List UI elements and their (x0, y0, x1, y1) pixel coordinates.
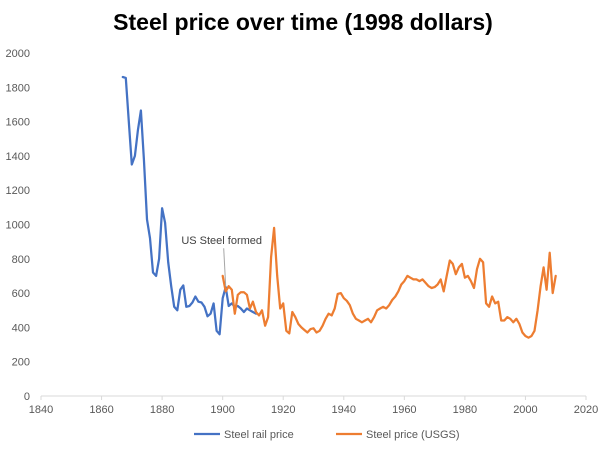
plot-area (121, 75, 557, 339)
y-tick-label: 600 (12, 288, 30, 300)
annotation-label: US Steel formed (181, 235, 262, 247)
x-tick-label: 1920 (271, 404, 295, 416)
series-line-steel-price-usgs (221, 226, 557, 339)
annotation: US Steel formed (181, 235, 262, 287)
legend-label: Steel rail price (224, 429, 294, 441)
chart-title: Steel price over time (1998 dollars) (113, 9, 493, 35)
annotation-leader-line (223, 248, 227, 287)
x-tick-label: 1940 (332, 404, 356, 416)
y-tick-label: 800 (12, 254, 30, 266)
y-tick-label: 1600 (6, 117, 30, 129)
y-axis: 0 200 400 600 800 1000 1200 1400 1600 1800 2000 (6, 48, 30, 403)
y-tick-label: 2000 (6, 48, 30, 60)
x-tick-label: 1860 (89, 404, 113, 416)
y-tick-label: 400 (12, 322, 30, 334)
x-tick-label: 1980 (453, 404, 477, 416)
legend: Steel rail price Steel price (USGS) (194, 429, 460, 441)
legend-label: Steel price (USGS) (366, 429, 460, 441)
x-axis: 1840 1860 1880 1900 1920 1940 1960 1980 2000 2020 (29, 395, 598, 416)
y-tick-label: 1200 (6, 185, 30, 197)
x-tick-label: 2000 (513, 404, 537, 416)
y-tick-label: 200 (12, 357, 30, 369)
y-tick-label: 0 (24, 391, 30, 403)
x-tick-label: 1840 (29, 404, 53, 416)
y-tick-label: 1000 (6, 220, 30, 232)
x-tick-label: 1960 (392, 404, 416, 416)
y-tick-label: 1800 (6, 82, 30, 94)
x-tick-label: 1900 (210, 404, 234, 416)
x-tick-label: 2020 (574, 404, 598, 416)
y-tick-label: 1400 (6, 151, 30, 163)
x-tick-label: 1880 (150, 404, 174, 416)
